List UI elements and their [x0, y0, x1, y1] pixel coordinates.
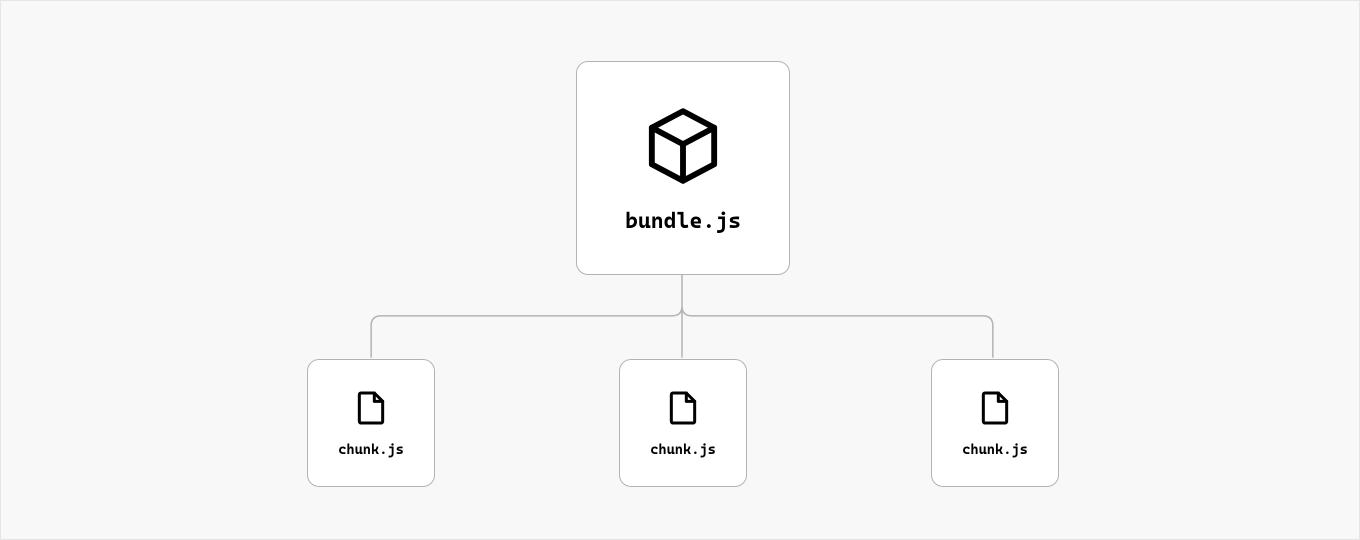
diagram-canvas: bundle.js chunk.js chunk.js chunk.js	[0, 0, 1360, 540]
child-label: chunk.js	[962, 442, 1028, 458]
child-label: chunk.js	[338, 442, 404, 458]
child-label: chunk.js	[650, 442, 716, 458]
file-icon	[663, 388, 703, 432]
child-node: chunk.js	[931, 359, 1059, 487]
root-node: bundle.js	[576, 61, 790, 275]
child-node: chunk.js	[619, 359, 747, 487]
root-label: bundle.js	[625, 209, 741, 234]
file-icon	[351, 388, 391, 432]
child-node: chunk.js	[307, 359, 435, 487]
file-icon	[975, 388, 1015, 432]
cube-icon	[639, 102, 727, 194]
